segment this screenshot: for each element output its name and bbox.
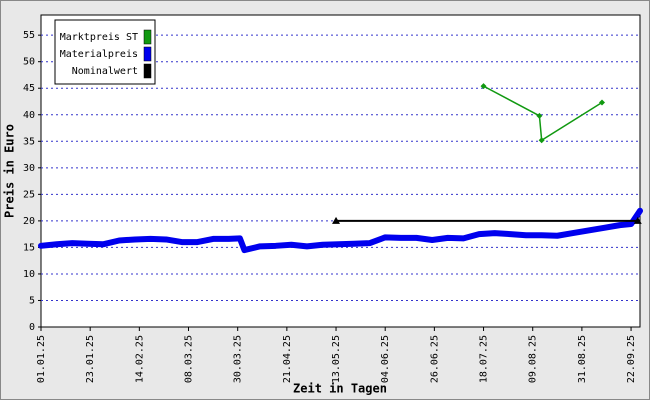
y-tick-label: 10 bbox=[23, 269, 35, 280]
x-tick-label: 18.07.25 bbox=[479, 335, 490, 383]
y-tick-label: 5 bbox=[29, 295, 35, 306]
x-tick-label: 22.09.25 bbox=[626, 335, 637, 383]
point bbox=[633, 216, 642, 224]
x-tick-label: 21.04.25 bbox=[282, 335, 293, 383]
legend: Marktpreis ST Materialpreis Nominalwert bbox=[54, 19, 156, 85]
y-tick-label: 40 bbox=[23, 110, 35, 121]
legend-label: Nominalwert bbox=[72, 66, 138, 77]
y-tick-label: 15 bbox=[23, 242, 35, 253]
x-tick-label: 26.06.25 bbox=[429, 335, 440, 383]
y-tick-label: 30 bbox=[23, 163, 35, 174]
legend-label: Marktpreis ST bbox=[60, 32, 138, 43]
point bbox=[332, 216, 341, 224]
x-tick-label: 14.02.25 bbox=[134, 335, 145, 383]
y-tick-label: 50 bbox=[23, 57, 35, 68]
legend-label: Materialpreis bbox=[60, 49, 138, 60]
x-tick-label: 09.08.25 bbox=[528, 335, 539, 383]
x-tick-label: 08.03.25 bbox=[184, 335, 195, 383]
series-line bbox=[38, 207, 643, 254]
x-tick-label: 30.03.25 bbox=[233, 335, 244, 383]
x-tick-label: 31.08.25 bbox=[577, 335, 588, 383]
x-tick-label: 01.01.25 bbox=[36, 335, 47, 383]
x-tick-label: 13.05.25 bbox=[331, 335, 342, 383]
y-tick-label: 45 bbox=[23, 83, 35, 94]
point bbox=[538, 137, 545, 144]
y-tick-label: 25 bbox=[23, 189, 35, 200]
legend-swatch bbox=[143, 46, 152, 62]
point bbox=[480, 83, 487, 90]
x-axis-title: Zeit in Tagen bbox=[293, 382, 387, 396]
point bbox=[536, 112, 543, 119]
legend-swatch bbox=[143, 63, 152, 79]
x-tick-label: 23.01.25 bbox=[85, 335, 96, 383]
point bbox=[599, 99, 606, 106]
series-line bbox=[482, 85, 603, 141]
x-tick-label: 04.06.25 bbox=[380, 335, 391, 383]
y-axis-title: Preis in Euro bbox=[3, 124, 17, 218]
y-tick-label: 0 bbox=[29, 322, 35, 333]
y-tick-label: 55 bbox=[23, 30, 35, 41]
y-tick-label: 35 bbox=[23, 136, 35, 147]
y-tick-label: 20 bbox=[23, 216, 35, 227]
legend-swatch bbox=[143, 29, 152, 45]
legend-box bbox=[54, 19, 156, 85]
